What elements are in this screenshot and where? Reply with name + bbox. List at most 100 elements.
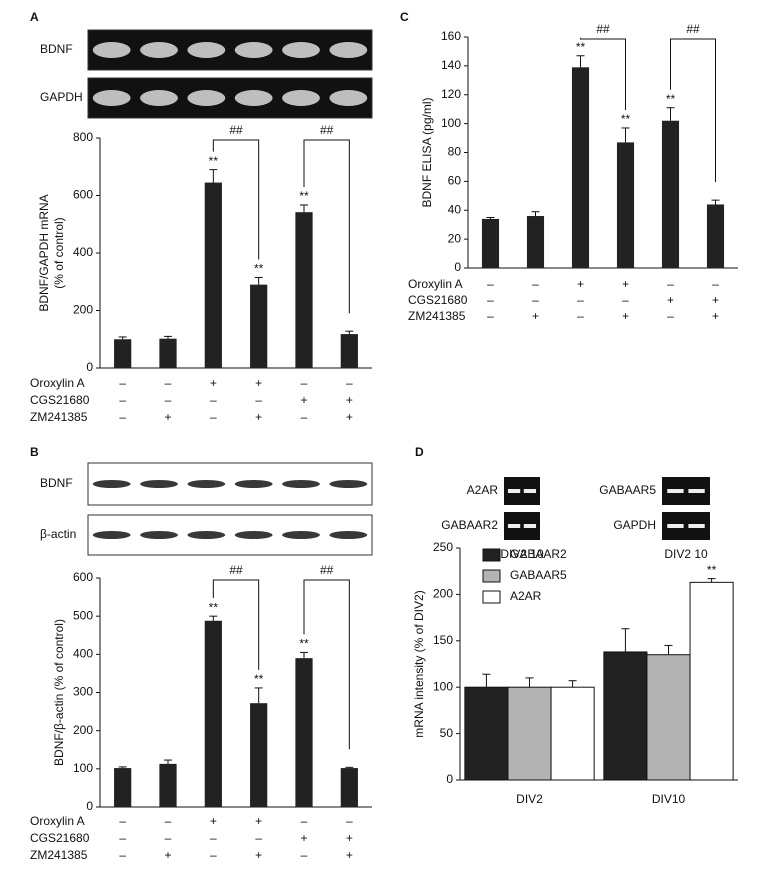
treatment-sign: + <box>255 814 262 828</box>
treatment-sign: + <box>346 848 353 862</box>
treatment-sign: – <box>712 277 719 291</box>
treatment-sign: – <box>301 410 308 424</box>
treatment-sign: – <box>165 814 172 828</box>
treatment-sign: – <box>577 293 584 307</box>
treatment-sign: – <box>119 410 126 424</box>
treatment-sign: + <box>346 393 353 407</box>
blot-band <box>234 531 273 539</box>
treatment-sign: + <box>164 848 171 862</box>
gel-band <box>523 524 537 528</box>
treatment-sign: + <box>255 848 262 862</box>
blot-band <box>234 480 273 488</box>
treatment-sign: + <box>346 831 353 845</box>
treatment-name: Oroxylin A <box>30 376 85 390</box>
gel-label: GAPDH <box>613 518 656 532</box>
blot-band <box>187 42 226 58</box>
blot-band <box>92 90 131 106</box>
treatment-sign: – <box>532 293 539 307</box>
y-tick-label: 400 <box>73 647 93 661</box>
treatment-sign: – <box>210 831 217 845</box>
blot-band <box>140 531 178 539</box>
blot-frame <box>87 29 373 71</box>
bar <box>204 620 222 807</box>
treatment-sign: – <box>255 393 262 407</box>
gel-band <box>507 489 521 493</box>
blot-band <box>92 42 131 58</box>
bar <box>159 338 177 368</box>
treatment-sign: – <box>210 393 217 407</box>
blot-band <box>282 480 320 488</box>
treatment-name: ZM241385 <box>30 848 88 862</box>
blot-band <box>329 90 368 106</box>
treatment-sign: – <box>487 277 494 291</box>
y-tick-label: 0 <box>454 260 461 274</box>
blot-band <box>187 531 226 539</box>
bracket <box>580 37 626 110</box>
blot-band <box>329 480 368 488</box>
bar <box>159 763 177 807</box>
y-tick-label: 120 <box>441 87 461 101</box>
panel-label: B <box>30 445 39 459</box>
lane-label: DIV2 10 <box>500 547 544 561</box>
blot-band <box>187 480 226 488</box>
y-tick-label: 50 <box>440 726 454 740</box>
y-tick-label: 500 <box>73 608 93 622</box>
x-tick-label: DIV10 <box>652 792 686 806</box>
y-tick-label: 400 <box>73 245 93 259</box>
blot-band <box>140 90 178 106</box>
gel-band <box>667 489 684 493</box>
bracket <box>303 579 350 750</box>
significance: ** <box>254 672 264 686</box>
treatment-sign: – <box>119 376 126 390</box>
blot-band <box>234 90 273 106</box>
bracket-label: ## <box>229 563 243 577</box>
treatment-sign: – <box>119 393 126 407</box>
significance: ** <box>209 154 219 168</box>
bar <box>250 284 268 368</box>
x-tick-label: DIV2 <box>516 792 543 806</box>
blot-frame <box>87 77 373 119</box>
bar <box>616 142 635 268</box>
significance: ** <box>209 600 219 614</box>
treatment-sign: – <box>255 831 262 845</box>
bracket <box>212 579 260 670</box>
blot-label: BDNF <box>40 42 73 56</box>
treatment-name: CGS21680 <box>30 393 90 407</box>
bar <box>250 703 268 807</box>
bar <box>526 216 545 268</box>
bracket-label: ## <box>686 22 700 36</box>
treatment-sign: + <box>300 393 307 407</box>
y-axis-label: BDNF ELISA (pg/ml) <box>420 97 434 207</box>
significance: ** <box>576 40 586 54</box>
treatment-sign: – <box>346 376 353 390</box>
legend-swatch <box>482 590 501 604</box>
legend-label: GABAAR2 <box>510 547 567 561</box>
y-tick-label: 40 <box>448 202 462 216</box>
gel-band <box>523 489 537 493</box>
legend-label: A2AR <box>510 589 542 603</box>
blot-band <box>140 42 178 58</box>
blot-band <box>187 90 226 106</box>
y-axis-label: BDNF/β-actin (% of control) <box>52 619 66 766</box>
legend-swatch <box>482 569 501 583</box>
gel-label: GABAAR2 <box>441 518 498 532</box>
bar <box>481 218 500 268</box>
blot-label: β-actin <box>40 527 76 541</box>
y-tick-label: 800 <box>73 130 93 144</box>
y-tick-label: 200 <box>433 587 453 601</box>
y-tick-label: 100 <box>441 116 461 130</box>
blot-band <box>329 42 368 58</box>
treatment-sign: + <box>622 277 629 291</box>
gel-band <box>688 489 705 493</box>
treatment-sign: – <box>165 393 172 407</box>
bar <box>603 651 648 781</box>
bar <box>295 212 313 368</box>
treatment-sign: – <box>119 848 126 862</box>
y-tick-label: 100 <box>73 761 93 775</box>
gel-label: GABAAR5 <box>599 483 656 497</box>
y-tick-label: 80 <box>448 145 462 159</box>
treatment-sign: – <box>119 814 126 828</box>
y-tick-label: 250 <box>433 540 453 554</box>
treatment-sign: – <box>165 376 172 390</box>
